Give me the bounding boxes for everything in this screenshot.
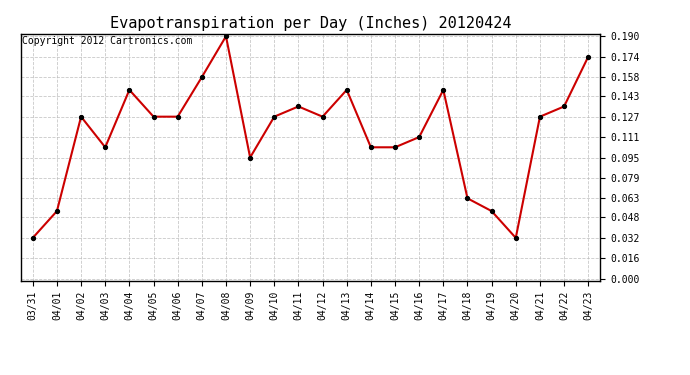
Text: Copyright 2012 Cartronics.com: Copyright 2012 Cartronics.com xyxy=(22,36,193,46)
Title: Evapotranspiration per Day (Inches) 20120424: Evapotranspiration per Day (Inches) 2012… xyxy=(110,16,511,31)
